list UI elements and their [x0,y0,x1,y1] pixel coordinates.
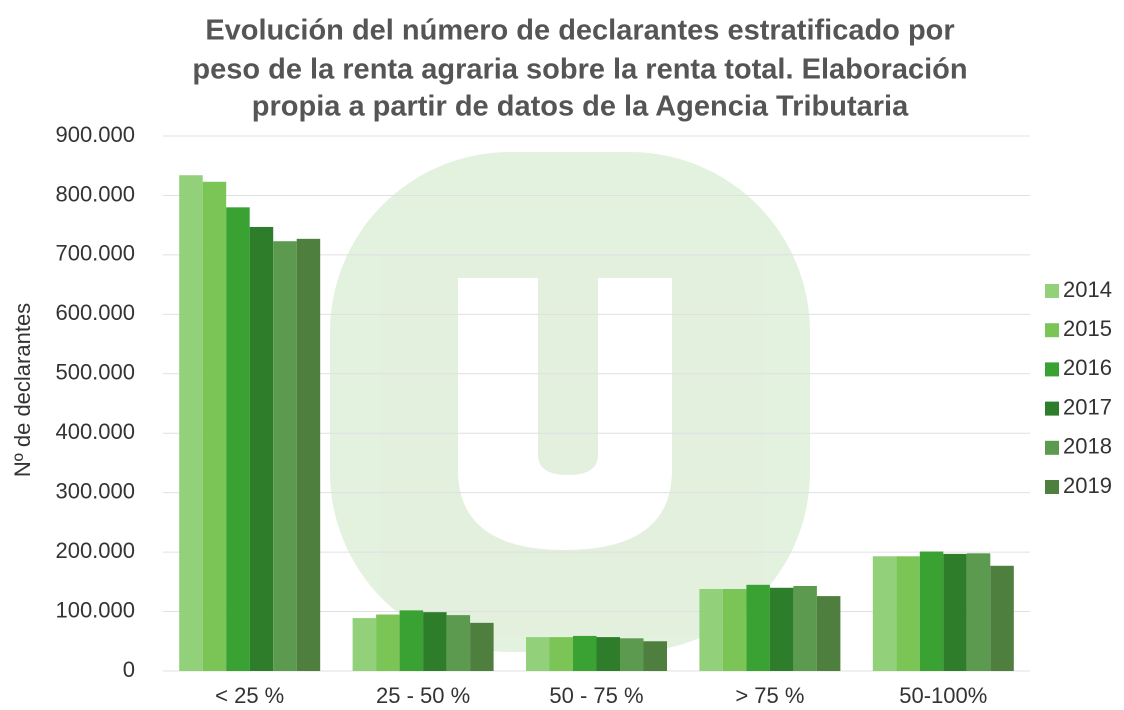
y-tick-label: 0 [123,657,135,682]
bar [596,637,620,671]
legend-label: 2016 [1063,355,1112,380]
x-tick-label: 50 - 75 % [549,683,643,708]
legend-swatch [1045,440,1059,455]
chart-title: Evolución del número de declarantes estr… [205,15,954,47]
y-tick-label: 300.000 [55,478,135,503]
chart-title: propia a partir de datos de la Agencia T… [252,91,909,123]
bar [896,556,920,671]
bar [699,588,723,671]
bar [202,181,227,671]
legend-label: 2014 [1063,277,1112,302]
y-tick-label: 900.000 [55,122,135,147]
legend-label: 2015 [1063,316,1112,341]
bar [573,635,597,671]
bar [919,551,944,671]
y-tick-label: 600.000 [55,300,135,325]
x-tick-label: < 25 % [215,683,284,708]
y-axis-label: Nº de declarantes [10,303,35,477]
x-tick-label: 50-100% [899,683,987,708]
bar [620,638,644,671]
bar [816,596,841,671]
bar [470,622,494,671]
legend-label: 2017 [1063,394,1112,419]
legend-label: 2018 [1063,434,1112,459]
bar [549,637,573,671]
legend-swatch [1045,480,1059,494]
bar [249,226,274,671]
bar [296,238,321,672]
bar [966,553,991,671]
y-tick-label: 500.000 [55,360,135,385]
legend-label: 2019 [1063,473,1112,498]
watermark [330,152,810,652]
bar [793,585,817,671]
chart-title: peso de la renta agraria sobre la renta … [192,54,967,86]
y-tick-label: 700.000 [55,241,135,266]
bar [376,614,400,671]
bar [273,241,297,671]
bar [943,553,967,671]
x-tick-label: > 75 % [735,683,804,708]
bar [746,584,770,671]
bar [872,556,897,671]
plot-area [163,135,1030,672]
legend-swatch [1045,401,1059,416]
legend-swatch [1045,284,1059,298]
y-tick-label: 400.000 [55,419,135,444]
bar [423,612,447,671]
bar [352,618,377,671]
bar [179,175,203,671]
x-tick-label: 25 - 50 % [376,683,470,708]
bar [526,637,550,671]
bar [990,565,1014,671]
legend-swatch [1045,362,1059,377]
y-tick-label: 800.000 [55,181,135,206]
bar [769,587,794,671]
y-tick-label: 100.000 [55,597,135,622]
bar [446,615,471,671]
legend-swatch [1045,323,1059,338]
y-tick-label: 200.000 [55,538,135,563]
bar [643,641,667,671]
bar [722,588,747,671]
bar [399,610,424,671]
bar [226,207,250,672]
